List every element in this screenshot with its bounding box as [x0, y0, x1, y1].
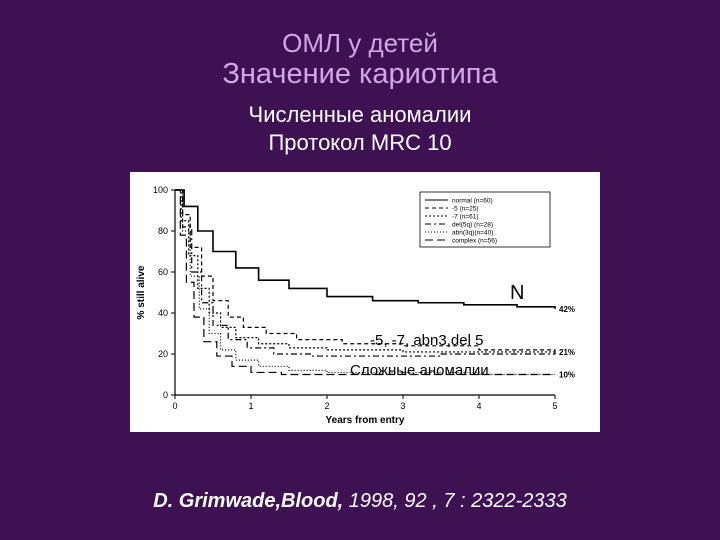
svg-text:Years from entry: Years from entry — [326, 415, 405, 426]
annotation-complex: Cложные аномалии — [350, 362, 489, 379]
svg-text:40: 40 — [158, 308, 168, 318]
svg-text:3: 3 — [400, 401, 405, 411]
title-line-1: ОМЛ у детей — [0, 28, 720, 59]
svg-text:100: 100 — [153, 185, 168, 195]
survival-chart-svg: 0 20 40 60 80 100 0 1 2 3 4 5 Years from entry % stil… — [130, 172, 600, 432]
annotation-mid: -5, -7, abn3,del 5 — [370, 332, 483, 349]
annotation-n: N — [510, 282, 524, 305]
subtitle-line-2: Протокол MRC 10 — [0, 130, 720, 156]
svg-text:10%: 10% — [559, 371, 575, 380]
svg-text:2: 2 — [324, 401, 329, 411]
svg-text:20: 20 — [158, 349, 168, 359]
svg-text:4: 4 — [476, 401, 481, 411]
svg-text:42%: 42% — [559, 305, 575, 314]
svg-text:80: 80 — [158, 226, 168, 236]
citation-rest: 1998, 92 , 7 : 2322-2333 — [343, 490, 567, 512]
svg-text:complex (n=56): complex (n=56) — [452, 238, 497, 245]
svg-text:-7 (n=61): -7 (n=61) — [452, 214, 479, 221]
svg-text:del(5q) (n=28): del(5q) (n=28) — [452, 222, 493, 229]
svg-text:% still alive: % still alive — [136, 265, 147, 319]
svg-text:normal (n=60): normal (n=60) — [452, 198, 493, 205]
svg-text:0: 0 — [163, 390, 168, 400]
svg-text:-5 (n=25): -5 (n=25) — [452, 206, 479, 213]
survival-chart: 0 20 40 60 80 100 0 1 2 3 4 5 Years from entry % stil… — [130, 172, 600, 432]
citation: D. Grimwade,Blood, 1998, 92 , 7 : 2322-2… — [0, 490, 720, 513]
svg-text:1: 1 — [248, 401, 253, 411]
svg-text:abn(3q)(n=40): abn(3q)(n=40) — [452, 230, 493, 237]
svg-text:21%: 21% — [559, 348, 575, 357]
citation-author-journal: D. Grimwade,Blood, — [153, 490, 343, 512]
svg-text:0: 0 — [172, 401, 177, 411]
svg-text:60: 60 — [158, 267, 168, 277]
subtitle-line-1: Численные аномалии — [0, 102, 720, 128]
title-line-2: Значение кариотипа — [0, 58, 720, 91]
svg-text:5: 5 — [552, 401, 557, 411]
